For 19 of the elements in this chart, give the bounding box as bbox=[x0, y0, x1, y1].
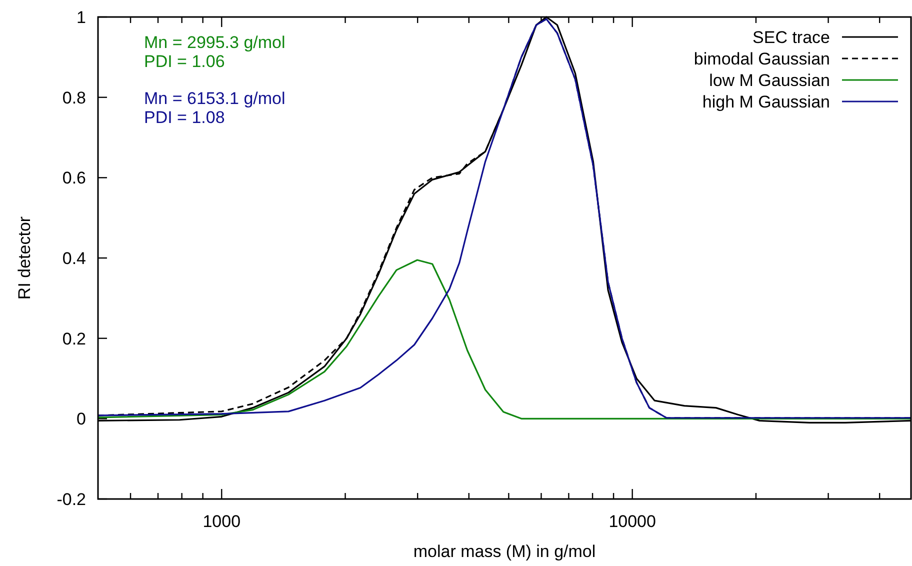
x-tick-label: 10000 bbox=[608, 512, 656, 531]
y-tick-label: 0.2 bbox=[62, 329, 86, 348]
y-tick-label: 0 bbox=[76, 410, 86, 429]
legend-label: bimodal Gaussian bbox=[694, 50, 830, 68]
annotation: PDI = 1.06 bbox=[144, 52, 225, 71]
legend-label: SEC trace bbox=[752, 28, 830, 47]
annotation: PDI = 1.08 bbox=[144, 108, 225, 127]
x-axis-title: molar mass (M) in g/mol bbox=[413, 542, 596, 561]
y-tick-label: 0.8 bbox=[62, 88, 86, 108]
y-tick-label: 0.4 bbox=[62, 249, 86, 268]
y-tick-label: -0.2 bbox=[56, 490, 86, 509]
y-tick-label: 1 bbox=[76, 8, 86, 27]
annotation: Mn = 2995.3 g/mol bbox=[144, 33, 286, 52]
y-axis-title: RI detector bbox=[15, 216, 34, 300]
annotation: Mn = 6153.1 g/mol bbox=[144, 89, 286, 108]
x-tick-label: 1000 bbox=[202, 512, 241, 531]
y-tick-label: 0.6 bbox=[62, 168, 86, 188]
legend-label: high M Gaussian bbox=[702, 92, 830, 112]
legend-label: low M Gaussian bbox=[709, 71, 830, 90]
